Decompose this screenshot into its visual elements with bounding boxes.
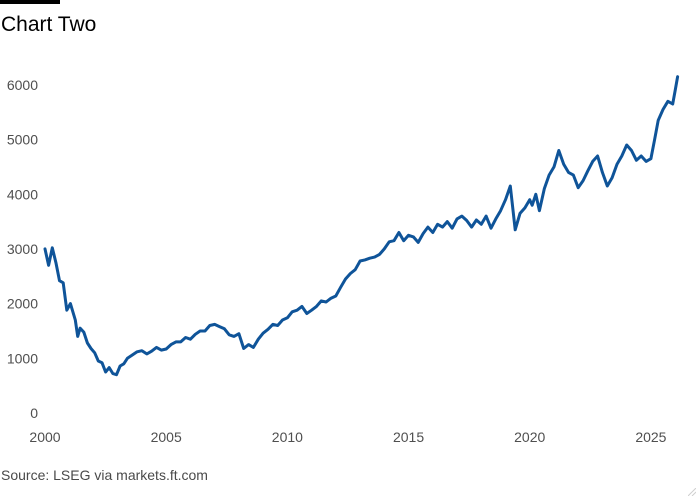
x-axis-ticks: 2000 2005 2010 2015 2020 2025 <box>29 429 666 445</box>
y-tick-label: 3000 <box>7 241 38 257</box>
x-tick-label: 2020 <box>514 429 545 445</box>
title-rule <box>0 0 60 4</box>
resize-handle-icon <box>688 488 696 496</box>
x-tick-label: 2000 <box>29 429 60 445</box>
y-axis-ticks: 0 1000 2000 3000 4000 5000 6000 <box>7 77 38 421</box>
x-tick-label: 2015 <box>393 429 424 445</box>
x-tick-label: 2025 <box>635 429 666 445</box>
y-tick-label: 0 <box>30 405 38 421</box>
y-tick-label: 5000 <box>7 132 38 148</box>
chart-title: Chart Two <box>1 13 97 36</box>
x-tick-label: 2005 <box>151 429 182 445</box>
series-line <box>43 75 680 377</box>
y-tick-label: 2000 <box>7 296 38 312</box>
series-group <box>43 75 680 377</box>
source-note: Source: LSEG via markets.ft.com <box>1 467 208 483</box>
y-tick-label: 1000 <box>7 350 38 366</box>
x-tick-label: 2010 <box>272 429 303 445</box>
y-tick-label: 6000 <box>7 77 38 93</box>
y-tick-label: 4000 <box>7 186 38 202</box>
